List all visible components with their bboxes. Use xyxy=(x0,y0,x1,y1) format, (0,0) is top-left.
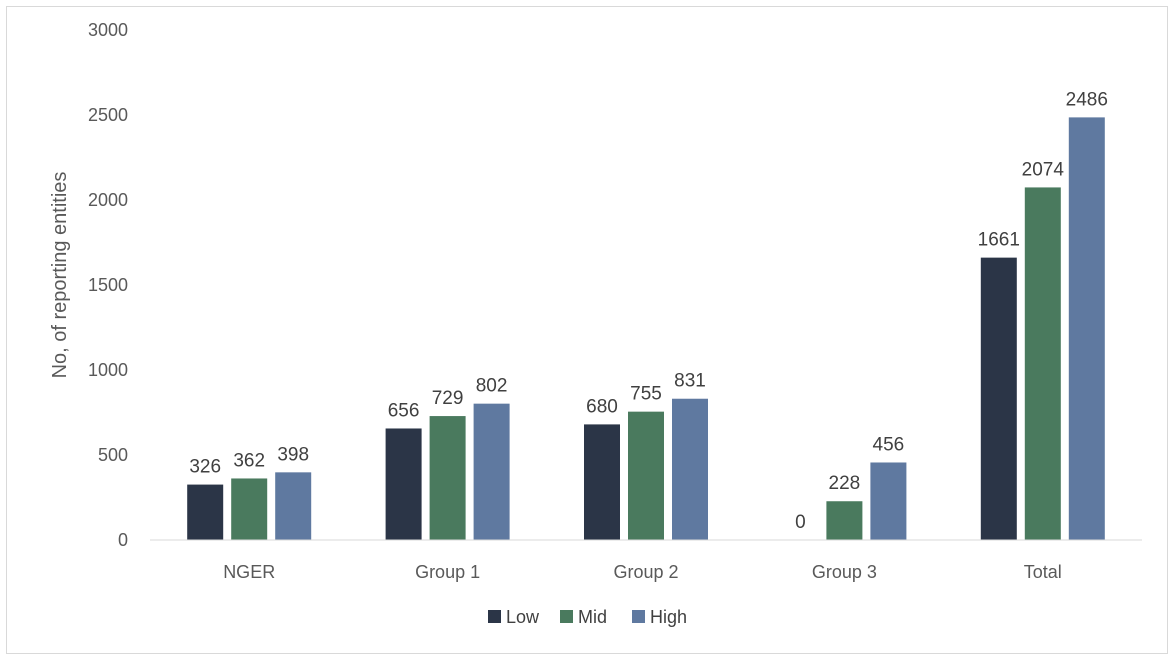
y-tick-label: 1500 xyxy=(88,275,128,295)
y-tick-label: 2500 xyxy=(88,105,128,125)
bar-low xyxy=(980,257,1017,540)
bar-mid xyxy=(826,501,863,540)
bar-mid xyxy=(1024,187,1061,541)
y-tick-label: 0 xyxy=(118,530,128,550)
y-tick-label: 1000 xyxy=(88,360,128,380)
data-label: 228 xyxy=(829,473,861,494)
data-label: 729 xyxy=(432,388,464,409)
legend-swatch-low xyxy=(488,610,501,623)
x-tick-label: Group 2 xyxy=(613,562,678,582)
y-tick-label: 2000 xyxy=(88,190,128,210)
data-label: 1661 xyxy=(978,230,1020,251)
bar-high xyxy=(473,403,510,540)
bar-high xyxy=(1068,117,1105,540)
bar-high xyxy=(870,462,907,540)
y-tick-label: 500 xyxy=(98,445,128,465)
bar-high xyxy=(672,398,708,540)
chart-frame xyxy=(6,6,1168,654)
legend-swatch-high xyxy=(632,610,645,623)
bar-low xyxy=(584,424,620,540)
x-axis-ticks: NGER Group 1 Group 2 Group 3 Total xyxy=(223,562,1062,582)
data-labels: 326 362 398 656 729 802 680 755 831 0 228 456 1661 20… xyxy=(189,89,1108,533)
y-axis-title: No, of reporting entities xyxy=(49,172,71,379)
legend: Low Mid High xyxy=(488,607,687,627)
x-tick-label: Group 3 xyxy=(812,562,877,582)
data-label: 0 xyxy=(795,512,806,533)
legend-label-mid: Mid xyxy=(578,607,607,627)
data-label: 831 xyxy=(674,371,706,392)
y-tick-label: 3000 xyxy=(88,20,128,40)
data-label: 398 xyxy=(277,444,309,465)
bar-mid xyxy=(429,416,466,540)
bar-mid xyxy=(628,411,664,540)
data-label: 2074 xyxy=(1022,159,1065,180)
bars xyxy=(187,117,1105,541)
legend-swatch-mid xyxy=(560,610,573,623)
data-label: 802 xyxy=(476,376,508,397)
bar-low xyxy=(385,428,422,540)
x-tick-label: NGER xyxy=(223,562,275,582)
data-label: 755 xyxy=(630,384,662,405)
y-axis-ticks: 0 500 1000 1500 2000 2500 3000 xyxy=(88,20,128,550)
legend-label-high: High xyxy=(650,607,687,627)
x-tick-label: Total xyxy=(1024,562,1062,582)
data-label: 2486 xyxy=(1066,89,1108,110)
bar-mid xyxy=(231,478,268,540)
x-tick-label: Group 1 xyxy=(415,562,480,582)
data-label: 456 xyxy=(873,434,905,455)
data-label: 362 xyxy=(233,450,265,471)
bar-high xyxy=(275,472,312,540)
legend-label-low: Low xyxy=(506,607,540,627)
data-label: 680 xyxy=(586,396,618,417)
data-label: 656 xyxy=(388,400,420,421)
data-label: 326 xyxy=(189,457,221,478)
bar-low xyxy=(187,484,224,540)
